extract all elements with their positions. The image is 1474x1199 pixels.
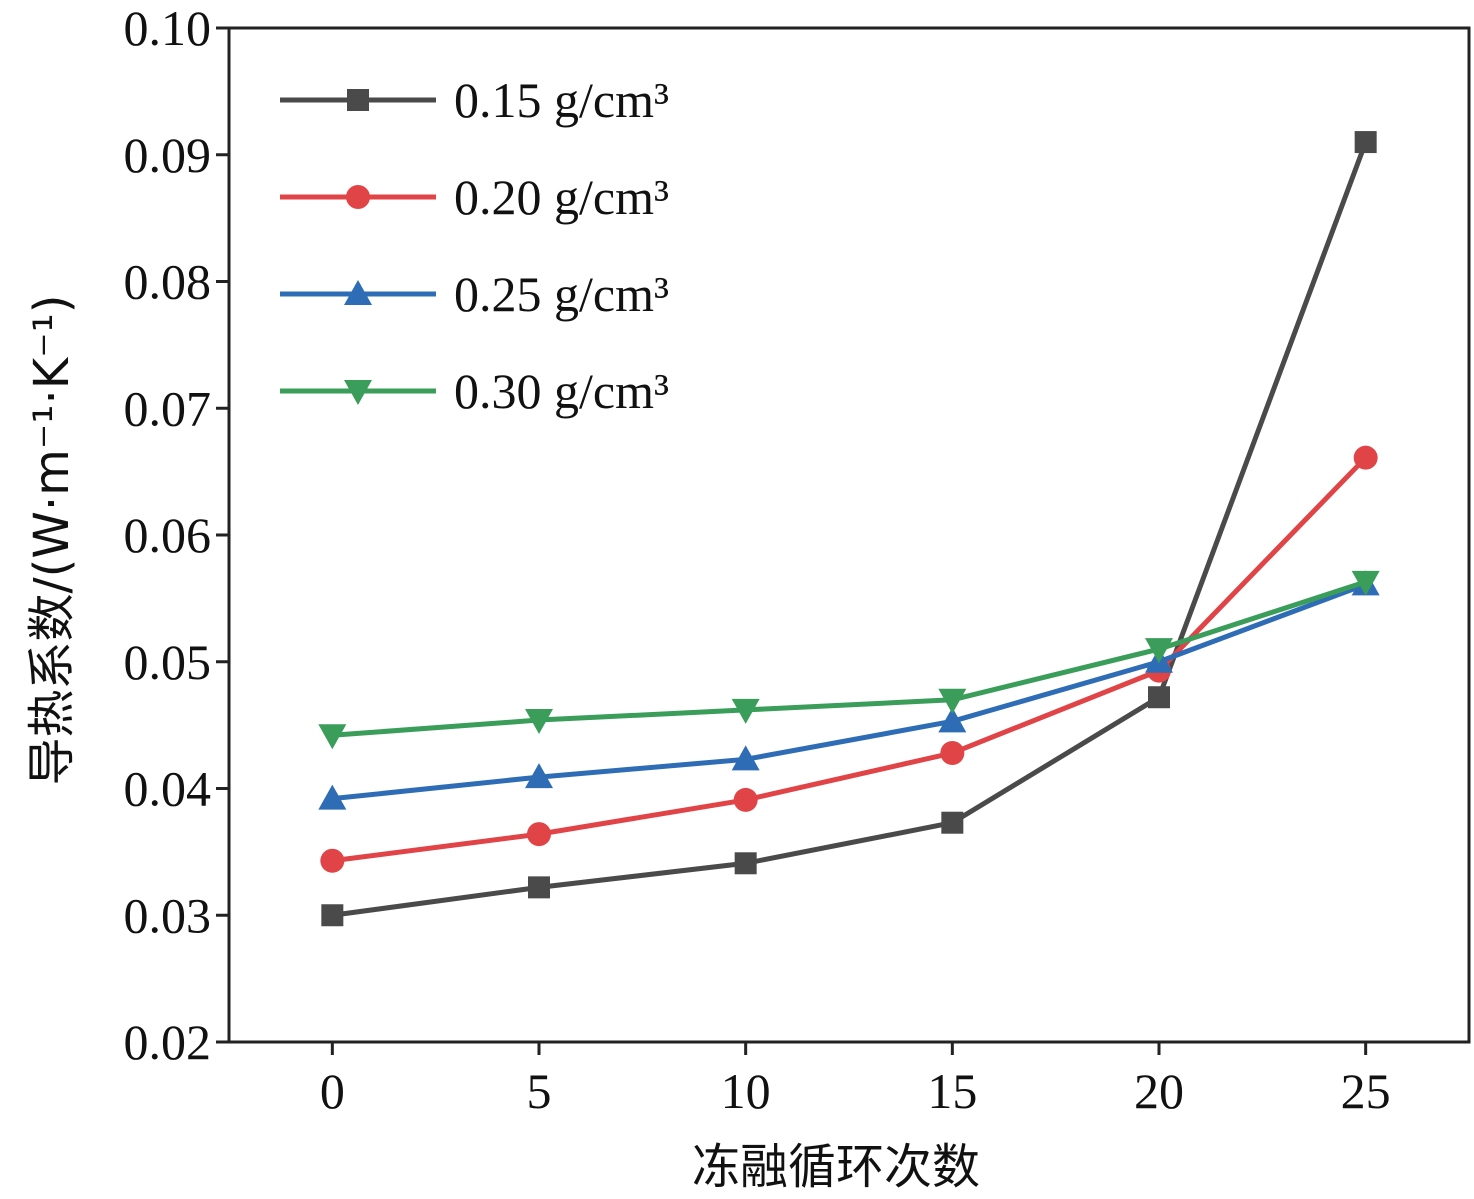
series-0 (321, 131, 1377, 927)
x-tick-label-2: 10 (721, 1063, 771, 1119)
series-3-point-3 (938, 688, 967, 714)
series-2-point-2 (731, 745, 760, 771)
y-tick-label-1: 0.03 (124, 887, 212, 943)
series-3-point-4 (1145, 638, 1173, 664)
legend-item-1: 0.20 g/cm³ (280, 169, 669, 225)
series-0-point-1 (528, 876, 550, 899)
legend-label-1: 0.20 g/cm³ (454, 169, 669, 225)
y-tick-label-7: 0.09 (124, 127, 212, 183)
series-line-2 (332, 582, 1367, 802)
series-line-0 (331, 141, 1369, 918)
plot-frame (227, 26, 1471, 1044)
legend-marker-1 (346, 185, 370, 209)
series-0-point-3 (941, 811, 964, 834)
series-0-point-0 (321, 904, 344, 927)
x-axis-title: 冻融循环次数 (692, 1139, 980, 1195)
y-tick-label-4: 0.06 (124, 507, 212, 563)
x-axis: 0 5 10 15 20 25 (320, 1042, 1391, 1119)
y-tick-label-6: 0.08 (124, 254, 212, 310)
x-tick-label-0: 0 (320, 1063, 345, 1119)
series-3-point-0 (318, 724, 347, 750)
legend-label-3: 0.30 g/cm³ (454, 363, 669, 419)
series-1 (320, 445, 1378, 873)
legend-item-2: 0.25 g/cm³ (280, 266, 669, 322)
series-line-3 (332, 579, 1367, 738)
x-tick-label-1: 5 (527, 1063, 552, 1119)
legend-label-0: 0.15 g/cm³ (454, 72, 669, 128)
series-layer (318, 131, 1380, 927)
legend-label-2: 0.25 g/cm³ (454, 266, 669, 322)
y-tick-label-2: 0.04 (124, 761, 212, 817)
series-3-point-1 (525, 709, 553, 735)
series-3-point-2 (731, 698, 760, 724)
series-1-point-3 (940, 741, 965, 766)
y-tick-label-0: 0.02 (124, 1014, 212, 1070)
legend-marker-3 (344, 380, 372, 405)
series-3-point-5 (1351, 570, 1380, 596)
series-1-point-5 (1353, 445, 1378, 470)
series-1-point-2 (733, 787, 758, 812)
y-tick-label-5: 0.07 (124, 380, 212, 436)
x-tick-label-3: 15 (927, 1063, 977, 1119)
legend-item-0: 0.15 g/cm³ (280, 72, 669, 128)
series-1-point-0 (320, 848, 345, 873)
series-0-point-4 (1148, 686, 1170, 709)
series-3 (318, 570, 1380, 750)
series-2-point-1 (525, 763, 553, 789)
series-1-point-1 (527, 822, 551, 847)
y-axis: 0.02 0.03 0.04 0.05 0.06 0.07 0.08 0.09 0.10 (124, 0, 229, 1070)
legend-marker-0 (347, 89, 369, 111)
series-2-point-3 (938, 707, 967, 733)
legend-marker-2 (344, 280, 372, 305)
series-0-point-2 (734, 852, 757, 875)
x-tick-label-4: 20 (1134, 1063, 1184, 1119)
legend-item-3: 0.30 g/cm³ (280, 363, 669, 419)
series-line-1 (332, 455, 1368, 864)
legend: 0.15 g/cm³ 0.20 g/cm³ 0.25 g/cm³ 0.30 g/cm³ (280, 72, 669, 419)
y-tick-label-8: 0.10 (124, 0, 212, 56)
series-2-point-0 (318, 784, 347, 810)
x-tick-label-5: 25 (1341, 1063, 1391, 1119)
y-axis-title: 导热系数/(W·m⁻¹·K⁻¹) (24, 295, 80, 786)
series-0-point-5 (1354, 131, 1377, 154)
y-tick-label-3: 0.05 (124, 634, 212, 690)
